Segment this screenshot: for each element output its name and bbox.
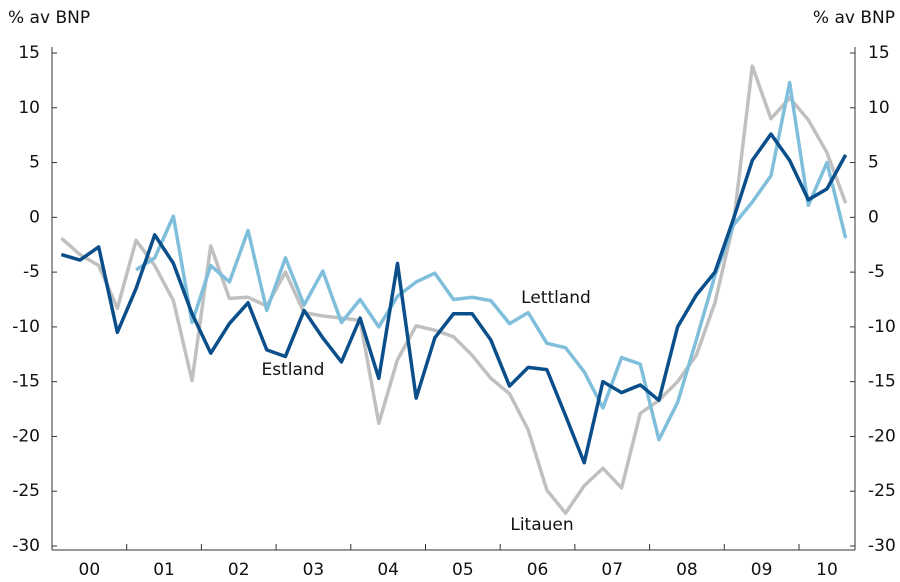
y2-tick-label: -25 bbox=[868, 481, 896, 501]
x-tick-label: 03 bbox=[303, 560, 325, 580]
line-series bbox=[60, 132, 848, 465]
annotation: Estland bbox=[262, 360, 325, 380]
line-series bbox=[60, 64, 848, 515]
y-axis-label: % av BNP bbox=[8, 8, 90, 28]
y2-tick-label: -20 bbox=[868, 426, 896, 446]
x-tick-label: 08 bbox=[676, 560, 698, 580]
y2-tick-label: 0 bbox=[868, 207, 879, 227]
y-tick-label: -25 bbox=[12, 481, 40, 501]
x-tick-label: 01 bbox=[153, 560, 175, 580]
line-series bbox=[135, 80, 848, 442]
x-tick-label: 10 bbox=[816, 560, 838, 580]
y2-tick-label: -5 bbox=[868, 262, 885, 282]
x-tick-label: 02 bbox=[228, 560, 250, 580]
y-tick-label: 5 bbox=[29, 153, 40, 173]
annotation: Lettland bbox=[521, 288, 591, 308]
y2-tick-label: 15 bbox=[868, 43, 890, 63]
x-tick-label: 00 bbox=[79, 560, 101, 580]
y-tick-label: 0 bbox=[29, 207, 40, 227]
y-tick-label: -20 bbox=[12, 426, 40, 446]
y-tick-label: -30 bbox=[12, 536, 40, 556]
y2-tick-label: 10 bbox=[868, 98, 890, 118]
y-tick-label: -10 bbox=[12, 317, 40, 337]
annotation: Litauen bbox=[510, 515, 573, 535]
x-tick-label: 05 bbox=[452, 560, 474, 580]
y2-tick-label: -30 bbox=[868, 536, 896, 556]
x-tick-label: 09 bbox=[751, 560, 773, 580]
y2-tick-label: 5 bbox=[868, 153, 879, 173]
y-tick-label: -15 bbox=[12, 372, 40, 392]
y-tick-label: 10 bbox=[18, 98, 40, 118]
x-tick-label: 07 bbox=[601, 560, 623, 580]
x-tick-label: 04 bbox=[377, 560, 399, 580]
y2-axis-label: % av BNP bbox=[813, 8, 895, 28]
y2-tick-label: -15 bbox=[868, 372, 896, 392]
y2-tick-label: -10 bbox=[868, 317, 896, 337]
y-tick-label: 15 bbox=[18, 43, 40, 63]
y-tick-label: -5 bbox=[23, 262, 40, 282]
x-tick-label: 06 bbox=[527, 560, 549, 580]
